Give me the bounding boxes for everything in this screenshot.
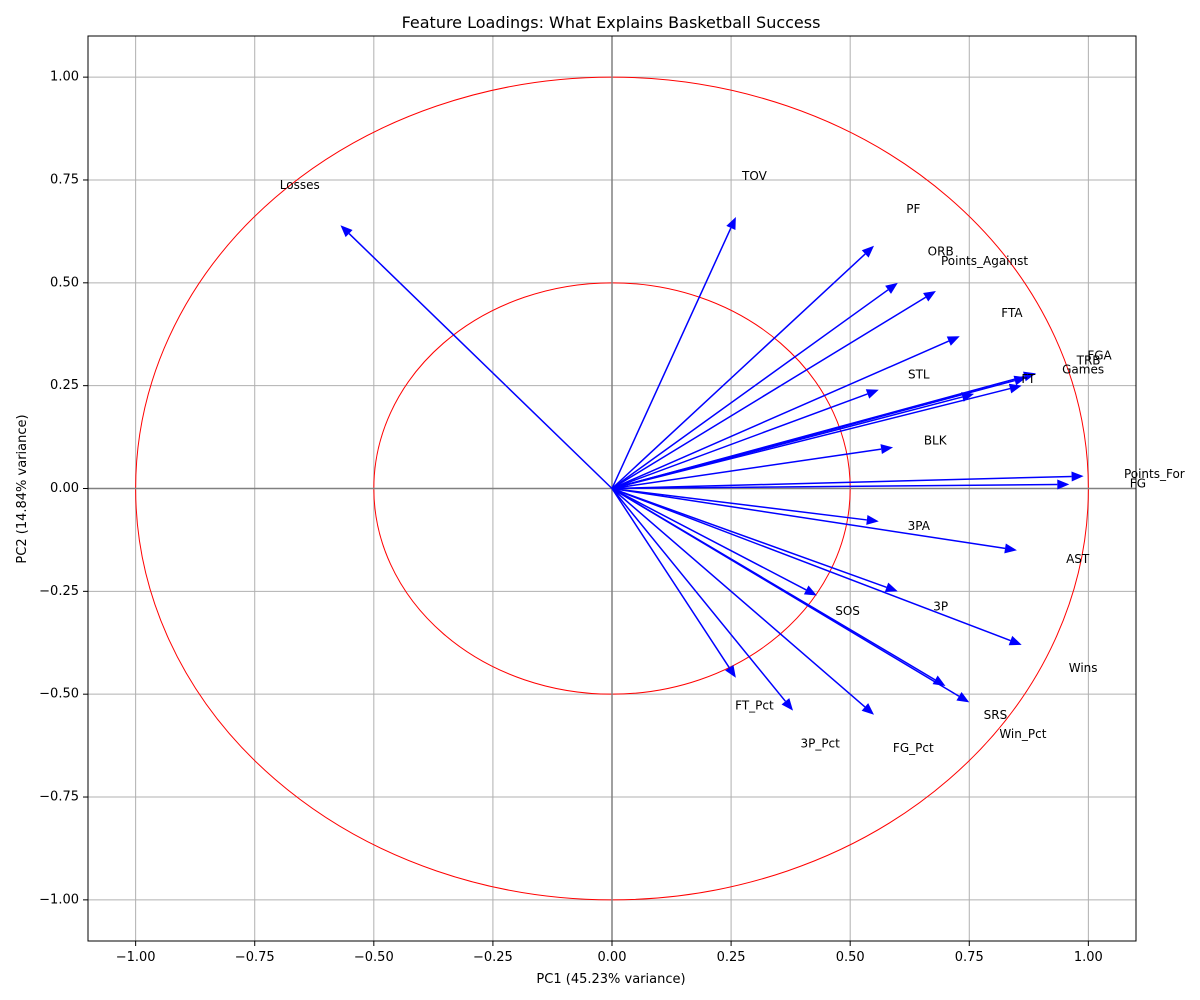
vector-head-games [1008,383,1022,394]
y-tick-label: 0.50 [50,275,79,290]
chart-title: Feature Loadings: What Explains Basketba… [402,13,821,32]
vector-line-tov [611,227,732,489]
vector-label-sos: SOS [835,604,860,618]
vector-line-fg-pct [611,487,866,708]
y-tick-label: −1.00 [39,892,79,907]
vector-line-orb [611,289,889,490]
vector-label-tov: TOV [741,169,768,183]
vector-label-srs: SRS [984,708,1008,722]
vector-line-fta [611,340,950,490]
vector-label-points-against: Points_Against [941,254,1028,268]
vector-line-3pa [611,487,867,521]
vector-line-points-against [611,296,927,490]
vector-label-ast: AST [1066,552,1090,566]
x-axis-label: PC1 (45.23% variance) [536,972,685,987]
vector-label-blk: BLK [924,434,948,448]
x-tick-label: 1.00 [1074,950,1103,965]
vector-head-ft [961,392,975,402]
vector-label-orb: ORB [928,244,954,258]
vector-head-srs [932,675,946,686]
y-tick-label: 0.00 [50,481,79,496]
x-tick-label: 0.25 [717,950,746,965]
vector-head-fg [1057,479,1070,490]
vector-label-games: Games [1062,363,1104,377]
vector-line-pf [611,253,866,490]
vector-label-fta: FTA [1001,306,1023,320]
vector-label-fg: FG [1130,476,1146,490]
vector-label-points-for: Points_For [1124,467,1185,481]
vector-head-ft-pct [725,664,736,678]
y-axis-ticks: −1.00 −0.75 −0.50 −0.25 0.00 0.25 0.50 0.75 1.00 [39,70,88,907]
y-tick-label: 1.00 [50,70,79,85]
vector-head-ast [1004,543,1017,554]
vector-head-orb [885,282,898,294]
vector-line-ft [611,396,963,490]
vector-head-stl [865,389,879,399]
x-tick-label: 0.75 [955,950,984,965]
vector-label-ft-pct: FT_Pct [735,699,774,713]
vector-line-points-for [611,475,1072,490]
vector-head-blk [880,444,894,455]
vector-label-ft: FT [1021,372,1036,386]
y-axis-label: PC2 (14.84% variance) [15,414,30,563]
vector-line-3p [611,487,887,588]
loading-vectors [340,217,1084,715]
y-tick-label: −0.25 [39,584,79,599]
vector-head-fg-pct [861,703,874,715]
vector-head-points-for [1071,471,1084,482]
vector-head-trb [1013,375,1027,386]
vector-head-fta [946,336,960,346]
vector-line-stl [611,393,868,490]
y-tick-label: −0.75 [39,790,79,805]
vector-head-3pa [866,514,879,525]
vector-head-wins [1008,635,1022,646]
vector-label-3p: 3P [933,599,948,613]
vector-label-losses: Losses [280,178,320,192]
x-tick-label: −0.75 [235,950,275,965]
vector-label-pf: PF [906,202,920,216]
x-tick-label: 0.00 [598,950,627,965]
vector-head-3p [884,582,898,592]
vector-label-3p-pct: 3P_Pct [800,736,840,750]
x-axis-ticks: −1.00 −0.75 −0.50 −0.25 0.00 0.25 0.50 0.75 1.00 [116,941,1103,965]
vector-label-win-pct: Win_Pct [999,727,1046,741]
vector-line-wins [611,487,1011,642]
vector-line-losses [348,233,613,490]
vector-line-ft-pct [611,488,730,669]
vector-head-win-pct [956,691,970,703]
vector-line-blk [611,448,882,490]
vector-head-points-against [923,291,936,302]
vector-head-3p-pct [781,698,794,711]
y-tick-label: 0.75 [50,172,79,187]
vector-label-wins: Wins [1069,661,1098,675]
vector-line-sos [611,487,807,591]
vector-label-stl: STL [908,367,930,381]
vector-line-fg [611,483,1058,490]
vector-head-tov [726,217,736,230]
vector-head-sos [803,585,817,596]
vector-head-losses [340,225,353,238]
x-tick-label: 0.50 [836,950,865,965]
x-tick-label: −1.00 [116,950,156,965]
y-tick-label: 0.25 [50,378,79,393]
vector-line-win-pct [611,487,960,697]
vector-label-trb: TRB [1076,353,1101,367]
vector-head-fga [1023,371,1036,382]
vector-label-fg-pct: FG_Pct [893,741,934,755]
y-tick-label: −0.50 [39,687,79,702]
vector-line-3p-pct [611,488,787,702]
vector-label-3pa: 3PA [908,519,931,533]
vector-label-fga: FGA [1087,349,1112,363]
vector-head-pf [861,245,874,258]
x-tick-label: −0.50 [354,950,394,965]
x-tick-label: −0.25 [473,950,513,965]
vector-line-ast [611,487,1006,550]
